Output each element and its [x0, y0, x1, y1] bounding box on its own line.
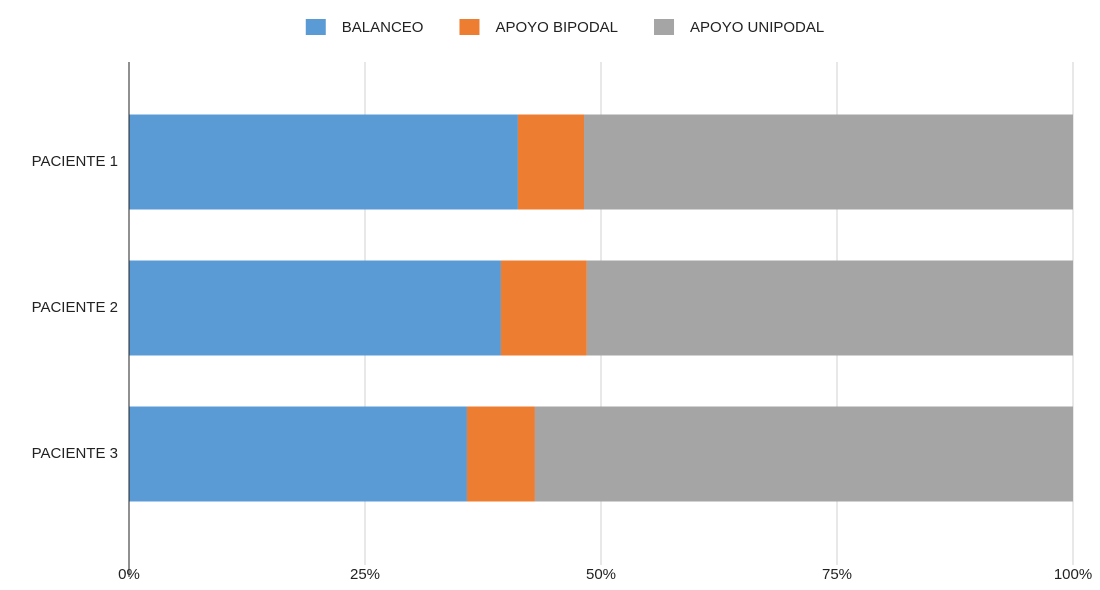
- x-tick-label: 25%: [350, 566, 380, 583]
- bar-segment: [534, 406, 1073, 502]
- y-tick-label: PACIENTE 2: [32, 299, 118, 316]
- legend-label: APOYO UNIPODAL: [690, 19, 824, 36]
- legend-swatch: [459, 19, 480, 35]
- bar-segment: [129, 406, 467, 502]
- x-tick-label: 100%: [1054, 566, 1092, 583]
- bar-segment: [500, 260, 587, 356]
- bar-segment: [129, 114, 518, 210]
- bar-segment: [466, 406, 535, 502]
- legend-label: APOYO BIPODAL: [495, 19, 618, 36]
- legend-swatch: [305, 19, 326, 35]
- bar-segment: [517, 114, 585, 210]
- x-tick-label: 75%: [822, 566, 852, 583]
- legend-label: BALANCEO: [342, 19, 424, 36]
- bar-segment: [586, 260, 1073, 356]
- legend-swatch: [654, 19, 675, 35]
- x-tick-label: 50%: [586, 566, 616, 583]
- bar-segment: [584, 114, 1073, 210]
- y-tick-label: PACIENTE 3: [32, 445, 118, 462]
- y-tick-label: PACIENTE 1: [32, 153, 118, 170]
- legend: BALANCEO APOYO BIPODAL APOYO UNIPODAL: [305, 19, 824, 36]
- bar-segment: [129, 260, 501, 356]
